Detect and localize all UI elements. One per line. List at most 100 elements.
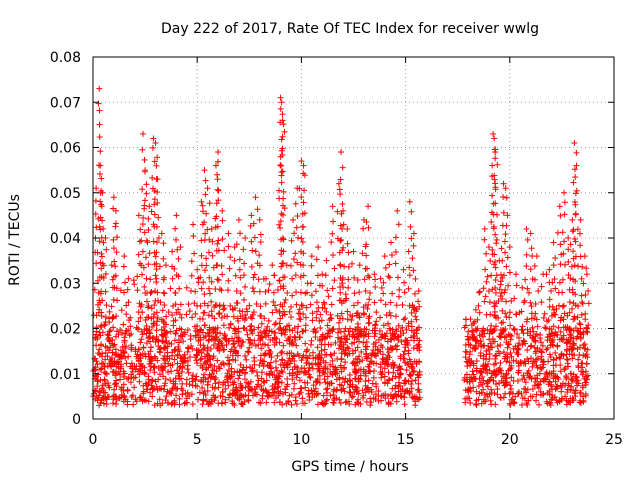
data-point <box>160 289 167 296</box>
data-point <box>467 399 474 406</box>
data-point <box>101 322 108 329</box>
data-point <box>247 323 254 330</box>
data-point <box>141 202 148 209</box>
data-point <box>102 389 109 396</box>
data-point <box>344 225 351 232</box>
data-point <box>201 267 208 274</box>
data-point <box>152 253 159 260</box>
data-point <box>477 352 484 359</box>
data-point <box>318 317 325 324</box>
data-point <box>507 336 514 343</box>
data-point <box>522 379 529 386</box>
data-point <box>367 402 374 409</box>
data-point <box>136 238 143 245</box>
data-point <box>513 311 520 318</box>
data-point <box>546 296 553 303</box>
data-point <box>519 376 526 383</box>
data-point <box>168 368 175 375</box>
data-point <box>565 380 572 387</box>
data-point <box>393 398 400 405</box>
data-point <box>272 364 279 371</box>
data-point <box>380 290 387 297</box>
x-axis-title: GPS time / hours <box>291 459 408 475</box>
data-point <box>476 288 483 295</box>
data-point <box>186 308 193 315</box>
data-point <box>98 250 105 257</box>
data-point <box>114 297 121 304</box>
data-point <box>497 281 504 288</box>
data-point <box>559 303 566 310</box>
data-point <box>266 281 273 288</box>
data-point <box>248 212 255 219</box>
data-point <box>531 263 538 270</box>
data-point <box>112 263 119 270</box>
data-point <box>483 347 490 354</box>
data-point <box>141 156 148 163</box>
data-point <box>392 343 399 350</box>
data-point <box>121 253 128 260</box>
data-point <box>351 290 358 297</box>
data-point <box>186 381 193 388</box>
data-point <box>286 308 293 315</box>
data-point <box>360 225 367 232</box>
data-point <box>280 342 287 349</box>
data-point <box>150 320 157 327</box>
y-tick-label: 0.05 <box>50 186 81 202</box>
data-point <box>561 199 568 206</box>
data-point <box>220 381 227 388</box>
data-point <box>402 315 409 322</box>
data-point <box>214 171 221 178</box>
data-point <box>516 340 523 347</box>
data-point <box>310 382 317 389</box>
data-point <box>538 283 545 290</box>
data-point <box>377 275 384 282</box>
data-point <box>251 288 258 295</box>
data-point <box>348 394 355 401</box>
data-point <box>249 285 256 292</box>
data-point <box>502 231 509 238</box>
data-point <box>297 334 304 341</box>
data-point <box>493 352 500 359</box>
data-point <box>151 363 158 370</box>
data-point <box>316 317 323 324</box>
data-point <box>227 321 234 328</box>
data-point <box>293 301 300 308</box>
data-point <box>231 369 238 376</box>
data-point <box>315 304 322 311</box>
data-point <box>401 401 408 408</box>
data-point <box>346 371 353 378</box>
data-point <box>185 369 192 376</box>
data-point <box>292 394 299 401</box>
data-point <box>527 393 534 400</box>
data-point <box>373 309 380 316</box>
data-point <box>399 301 406 308</box>
data-point <box>366 296 373 303</box>
data-point <box>577 242 584 249</box>
data-point <box>330 218 337 225</box>
data-point <box>113 400 120 407</box>
data-point <box>326 333 333 340</box>
data-point <box>342 399 349 406</box>
data-point <box>480 386 487 393</box>
data-point <box>137 226 144 233</box>
data-point <box>412 275 419 282</box>
data-point <box>302 368 309 375</box>
data-point <box>149 376 156 383</box>
data-point <box>540 271 547 278</box>
data-point <box>494 161 501 168</box>
data-point <box>322 272 329 279</box>
data-point <box>541 310 548 317</box>
data-point <box>110 236 117 243</box>
data-point <box>487 257 494 264</box>
data-point <box>242 283 249 290</box>
data-point <box>199 401 206 408</box>
data-point <box>294 213 301 220</box>
data-point <box>214 276 221 283</box>
data-point <box>291 380 298 387</box>
data-point <box>325 293 332 300</box>
y-tick-label: 0 <box>72 412 81 428</box>
y-tick-label: 0.07 <box>50 95 81 111</box>
data-point <box>260 363 267 370</box>
data-point <box>345 276 352 283</box>
data-point <box>256 252 263 259</box>
